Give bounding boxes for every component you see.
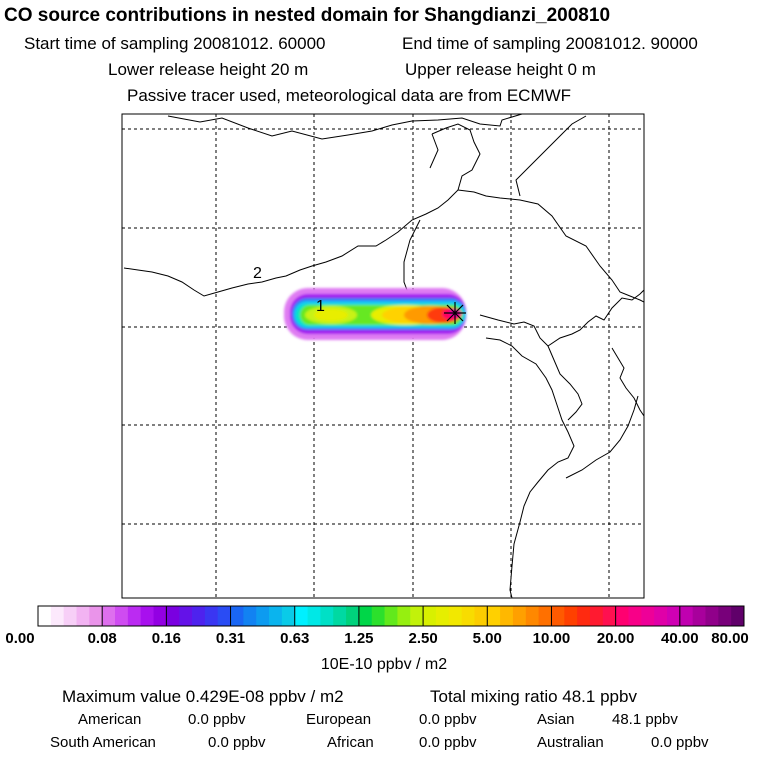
color-swatch — [166, 606, 180, 626]
color-swatch — [115, 606, 129, 626]
color-swatch — [718, 606, 732, 626]
color-swatch — [641, 606, 655, 626]
color-swatch — [217, 606, 231, 626]
color-scale-tick: 10.00 — [532, 630, 571, 647]
color-swatch — [551, 606, 565, 626]
contour-label-2: 2 — [253, 265, 262, 282]
color-swatch — [654, 606, 668, 626]
color-swatch — [461, 606, 475, 626]
asian-label: Asian — [537, 711, 575, 728]
color-swatch — [269, 606, 283, 626]
tracer-note: Passive tracer used, meteorological data… — [127, 86, 572, 105]
color-swatch — [423, 606, 437, 626]
plume — [284, 288, 466, 340]
map-frame — [121, 113, 645, 599]
color-bar-outline — [37, 605, 745, 627]
lower-height-label: Lower release height 20 m — [108, 60, 309, 79]
color-scale-tick: 2.50 — [408, 630, 438, 647]
color-swatch — [153, 606, 167, 626]
color-swatch — [602, 606, 617, 626]
color-swatch — [89, 606, 103, 626]
color-swatch — [63, 606, 77, 626]
american-label: American — [78, 711, 142, 728]
color-scale-tick: 0.16 — [151, 630, 181, 647]
plot-title: CO source contributions in nested domain… — [4, 5, 611, 26]
african-label: African — [327, 734, 374, 751]
start-time-label: Start time of sampling 20081012. 60000 — [24, 34, 326, 53]
color-swatch — [358, 606, 373, 626]
color-scale-tick: 5.00 — [472, 630, 502, 647]
units-label: 10E-10 ppbv / m2 — [320, 656, 448, 673]
color-swatch — [487, 606, 501, 626]
european-label: European — [306, 711, 372, 728]
color-swatch — [294, 606, 308, 626]
color-scale-tick: 1.25 — [344, 630, 374, 647]
color-swatch — [256, 606, 270, 626]
color-swatch — [500, 606, 514, 626]
max-value-label: Maximum value 0.429E-08 ppbv / m2 — [62, 687, 344, 706]
color-swatch — [692, 606, 706, 626]
color-swatch — [50, 606, 65, 626]
color-swatch — [679, 606, 694, 626]
color-swatch — [38, 606, 52, 626]
south-american-value: 0.0 ppbv — [208, 734, 266, 751]
color-swatch — [127, 606, 142, 626]
american-value: 0.0 ppbv — [188, 711, 246, 728]
color-swatch — [474, 606, 488, 626]
color-swatch — [410, 606, 424, 626]
color-scale-tick: 0.63 — [280, 630, 310, 647]
color-swatch — [448, 606, 462, 626]
color-swatch — [564, 606, 578, 626]
color-scale-tick: 40.00 — [661, 630, 699, 647]
color-scale-tick: 20.00 — [596, 630, 635, 647]
color-scale-tick: 0.31 — [215, 630, 246, 647]
color-swatch — [577, 606, 591, 626]
color-swatch — [628, 606, 642, 626]
color-swatch — [140, 606, 154, 626]
color-swatch — [307, 606, 321, 626]
color-swatch — [525, 606, 540, 626]
color-scale-tick: 80.00 — [711, 630, 749, 647]
star-icon — [444, 302, 466, 324]
asian-value: 48.1 ppbv — [612, 711, 678, 728]
color-swatch — [179, 606, 193, 626]
color-swatch — [731, 606, 745, 626]
total-mixing-label: Total mixing ratio 48.1 ppbv — [430, 687, 637, 706]
color-swatch — [281, 606, 296, 626]
end-time-label: End time of sampling 20081012. 90000 — [402, 34, 698, 53]
color-swatch — [230, 606, 244, 626]
color-swatch — [320, 606, 334, 626]
color-swatch — [705, 606, 719, 626]
upper-height-label: Upper release height 0 m — [405, 60, 596, 79]
color-swatch — [76, 606, 90, 626]
australian-label: Australian — [537, 734, 604, 751]
south-american-label: South American — [50, 734, 156, 751]
color-swatch — [102, 606, 116, 626]
color-swatch — [192, 606, 206, 626]
color-swatch — [435, 606, 450, 626]
color-swatch — [346, 606, 360, 626]
european-value: 0.0 ppbv — [419, 711, 477, 728]
color-swatch — [204, 606, 219, 626]
color-swatch — [397, 606, 411, 626]
color-swatch — [243, 606, 257, 626]
color-swatch — [371, 606, 385, 626]
color-scale-bar — [37, 605, 745, 627]
contour-label-1: 1 — [316, 298, 325, 315]
australian-value: 0.0 ppbv — [651, 734, 709, 751]
color-swatch — [666, 606, 681, 626]
color-scale-tick: 0.08 — [87, 630, 117, 647]
african-value: 0.0 ppbv — [419, 734, 477, 751]
color-swatch — [589, 606, 604, 626]
color-swatch — [384, 606, 398, 626]
color-swatch — [615, 606, 629, 626]
color-swatch — [512, 606, 527, 626]
boundaries — [123, 114, 644, 598]
color-scale-tick: 0.00 — [5, 630, 35, 647]
color-swatch — [333, 606, 347, 626]
color-swatch — [538, 606, 552, 626]
